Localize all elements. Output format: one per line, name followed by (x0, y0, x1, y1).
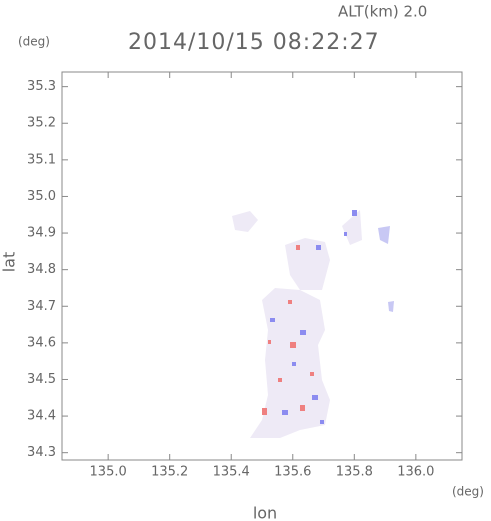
y-tick-label: 35.2 (27, 116, 56, 131)
x-unit: (deg) (452, 485, 484, 499)
echo-negative (270, 210, 357, 424)
y-tick-label: 34.5 (27, 372, 56, 387)
echo-positive (262, 245, 314, 415)
echo-area (342, 210, 362, 245)
x-tick-label: 135.8 (336, 465, 373, 480)
subtitle: ALT(km) 2.0 (338, 3, 427, 21)
echo-area (388, 301, 394, 312)
y-tick-label: 35.1 (27, 152, 56, 167)
x-tick-label: 135.0 (90, 465, 127, 480)
y-unit: (deg) (18, 35, 50, 49)
plot-frame (61, 71, 463, 461)
x-tick-label: 136.0 (397, 465, 434, 480)
y-tick-label: 34.8 (27, 262, 56, 277)
chart-title: 2014/10/15 08:22:27 (128, 30, 380, 55)
x-tick-label: 135.2 (151, 465, 188, 480)
echo-area (250, 288, 330, 438)
echo-field (232, 210, 394, 438)
y-tick-label: 34.7 (27, 299, 56, 314)
x-tick-label: 135.6 (274, 465, 311, 480)
y-tick-label: 34.9 (27, 226, 56, 241)
echo-area (285, 238, 330, 290)
y-tick-label: 35.0 (27, 189, 56, 204)
y-axis-label: lat (0, 252, 19, 273)
echo-area (232, 211, 258, 232)
y-tick-label: 35.3 (27, 79, 56, 94)
y-tick-label: 34.6 (27, 335, 56, 350)
x-tick-label: 135.4 (213, 465, 250, 480)
y-tick-label: 34.3 (27, 445, 56, 460)
x-axis-label: lon (253, 504, 277, 521)
y-tick-label: 34.4 (27, 409, 56, 424)
echo-area (378, 226, 390, 244)
